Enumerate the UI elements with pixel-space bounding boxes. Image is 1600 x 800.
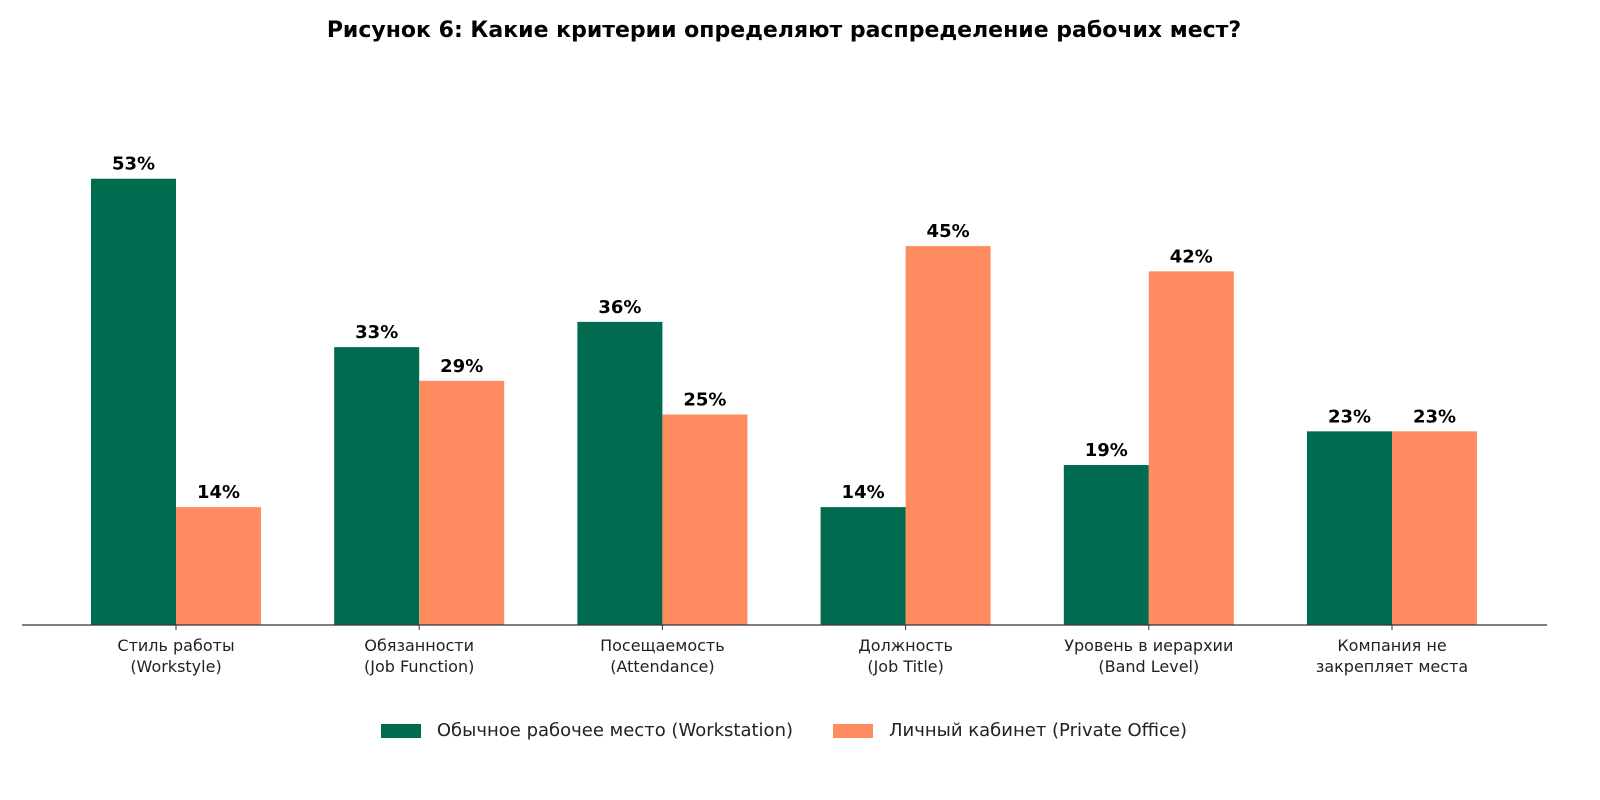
- data-label: 45%: [927, 221, 970, 242]
- bar-private-office: [419, 380, 505, 625]
- bar-workstation: [334, 347, 420, 625]
- legend-label-private-office: Личный кабинет (Private Office): [889, 720, 1188, 741]
- x-tick-label: (Job Function): [364, 657, 474, 676]
- x-tick-label: (Job Title): [867, 657, 944, 676]
- data-label: 14%: [842, 482, 885, 503]
- x-tick-label: Компания не: [1337, 636, 1446, 655]
- data-label: 23%: [1413, 406, 1456, 427]
- legend-swatch-private-office: [833, 723, 873, 738]
- data-label: 36%: [598, 297, 641, 318]
- data-label: 23%: [1328, 406, 1371, 427]
- data-label: 33%: [355, 322, 398, 343]
- legend-item-private-office: Личный кабинет (Private Office): [833, 720, 1187, 741]
- bar-private-office: [176, 507, 261, 625]
- x-tick-label: (Workstyle): [130, 657, 221, 676]
- bar-workstation: [820, 507, 906, 625]
- x-tick-label: (Band Level): [1098, 657, 1199, 676]
- legend-swatch-workstation: [380, 723, 421, 738]
- bar-private-office: [1148, 271, 1234, 625]
- x-tick-label: Должность: [858, 636, 953, 655]
- data-label: 53%: [112, 154, 155, 175]
- bar-workstation: [577, 321, 663, 625]
- x-tick-label: Уровень в иерархии: [1064, 636, 1233, 655]
- data-label: 25%: [683, 390, 726, 411]
- bar-private-office: [905, 246, 991, 625]
- legend: Обычное рабочее место (Workstation) Личн…: [0, 720, 1568, 741]
- bar-workstation: [91, 178, 176, 626]
- chart-title: Рисунок 6: Какие критерии определяют рас…: [326, 18, 1242, 43]
- bar-private-office: [1392, 431, 1477, 625]
- bar-workstation: [1063, 465, 1149, 625]
- legend-item-workstation: Обычное рабочее место (Workstation): [380, 720, 793, 741]
- x-tick-label: Посещаемость: [600, 636, 725, 655]
- x-tick-label: Стиль работы: [117, 636, 234, 655]
- x-tick-label: закрепляет места: [1316, 657, 1468, 676]
- x-tick-label: Обязанности: [364, 636, 474, 655]
- legend-label-workstation: Обычное рабочее место (Workstation): [436, 720, 793, 741]
- data-label: 29%: [440, 356, 483, 377]
- x-tick-label: (Attendance): [610, 657, 714, 676]
- data-label: 42%: [1170, 246, 1213, 267]
- data-label: 19%: [1085, 440, 1128, 461]
- data-label: 14%: [197, 482, 240, 503]
- bar-workstation: [1307, 431, 1392, 625]
- bar-private-office: [662, 414, 748, 625]
